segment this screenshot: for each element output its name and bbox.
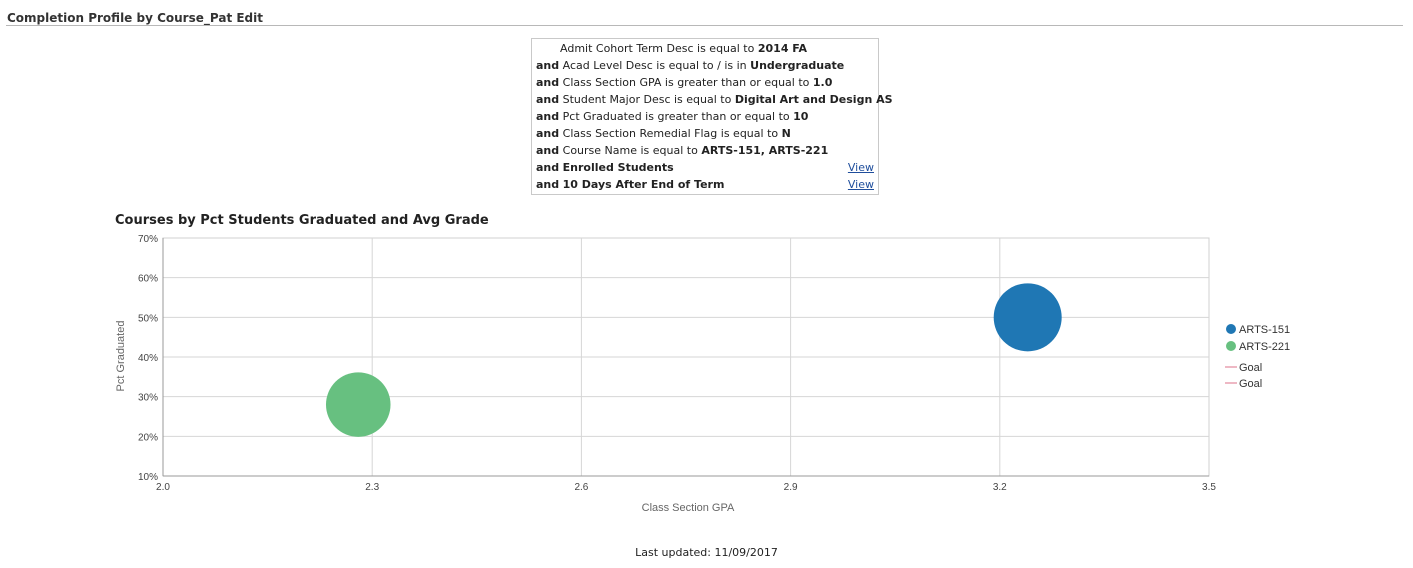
- x-tick-label: 2.6: [574, 482, 588, 493]
- view-link[interactable]: View: [847, 161, 874, 174]
- filter-label: Student Major Desc is equal to: [562, 93, 732, 106]
- filter-value: 1.0: [812, 76, 833, 89]
- filter-row: and 10 Days After End of Term: [536, 176, 724, 193]
- x-tick-label: 3.2: [993, 482, 1007, 493]
- filter-conjunction: and: [536, 93, 560, 106]
- filter-value: 2014 FA: [757, 42, 808, 55]
- chart-title: Courses by Pct Students Graduated and Av…: [115, 213, 489, 228]
- x-tick-label: 3.5: [1202, 482, 1216, 493]
- filter-conjunction: and: [536, 59, 560, 72]
- filter-row: and Class Section GPA is greater than or…: [536, 74, 832, 91]
- filter-label: Admit Cohort Term Desc is equal to: [560, 42, 755, 55]
- filter-summary: Admit Cohort Term Desc is equal to 2014 …: [531, 38, 893, 195]
- filter-label: Acad Level Desc is equal to / is in: [562, 59, 747, 72]
- filter-row: and Course Name is equal to ARTS-151, AR…: [536, 142, 828, 159]
- filter-row: and Enrolled Students: [536, 159, 674, 176]
- bubble-arts-151[interactable]: [993, 283, 1062, 352]
- legend-goal-label: Goal: [1239, 378, 1262, 390]
- x-axis-title: Class Section GPA: [642, 502, 735, 514]
- legend-goal-label: Goal: [1239, 362, 1262, 374]
- view-link[interactable]: View: [847, 178, 874, 191]
- page-title: Completion Profile by Course_Pat Edit: [7, 11, 263, 25]
- filter-row: and Acad Level Desc is equal to / is in …: [536, 57, 844, 74]
- filter-row: and Pct Graduated is greater than or equ…: [536, 108, 808, 125]
- x-tick-label: 2.9: [784, 482, 798, 493]
- filter-row: and Student Major Desc is equal to Digit…: [536, 91, 893, 108]
- y-tick-label: 70%: [138, 234, 158, 245]
- y-tick-label: 30%: [138, 393, 158, 404]
- filter-conjunction: and: [536, 178, 560, 191]
- y-axis-title: Pct Graduated: [115, 321, 127, 392]
- filter-conjunction: and: [536, 161, 560, 174]
- filter-value: Digital Art and Design AS: [734, 93, 893, 106]
- filter-label: Pct Graduated is greater than or equal t…: [562, 110, 790, 123]
- y-tick-label: 60%: [138, 274, 158, 285]
- x-tick-label: 2.0: [156, 482, 170, 493]
- y-tick-label: 40%: [138, 353, 158, 364]
- filter-label: Course Name is equal to: [562, 144, 698, 157]
- filter-value: N: [781, 127, 791, 140]
- y-tick-label: 50%: [138, 313, 158, 324]
- filter-conjunction: and: [536, 144, 560, 157]
- filter-conjunction: and: [536, 110, 560, 123]
- filter-value: 10: [793, 110, 809, 123]
- legend-marker: [1226, 324, 1236, 334]
- filter-value: ARTS-151, ARTS-221: [701, 144, 829, 157]
- filter-label: Class Section Remedial Flag is equal to: [562, 127, 779, 140]
- bubble-arts-221[interactable]: [325, 372, 391, 437]
- filter-label: Class Section GPA is greater than or equ…: [562, 76, 810, 89]
- filter-conjunction: and: [536, 76, 560, 89]
- last-updated: Last updated: 11/09/2017: [635, 546, 778, 559]
- x-tick-label: 2.3: [365, 482, 379, 493]
- filter-value: Undergraduate: [750, 59, 845, 72]
- filter-label: Enrolled Students: [562, 161, 674, 174]
- legend-marker: [1226, 341, 1236, 351]
- y-tick-label: 10%: [138, 472, 158, 483]
- filter-row: and Class Section Remedial Flag is equal…: [536, 125, 791, 142]
- filter-conjunction: and: [536, 127, 560, 140]
- filter-row: Admit Cohort Term Desc is equal to 2014 …: [560, 40, 807, 57]
- y-tick-label: 20%: [138, 432, 158, 443]
- title-divider: [6, 25, 1403, 26]
- filter-label: 10 Days After End of Term: [562, 178, 725, 191]
- legend-label: ARTS-221: [1239, 341, 1290, 353]
- legend-label: ARTS-151: [1239, 324, 1290, 336]
